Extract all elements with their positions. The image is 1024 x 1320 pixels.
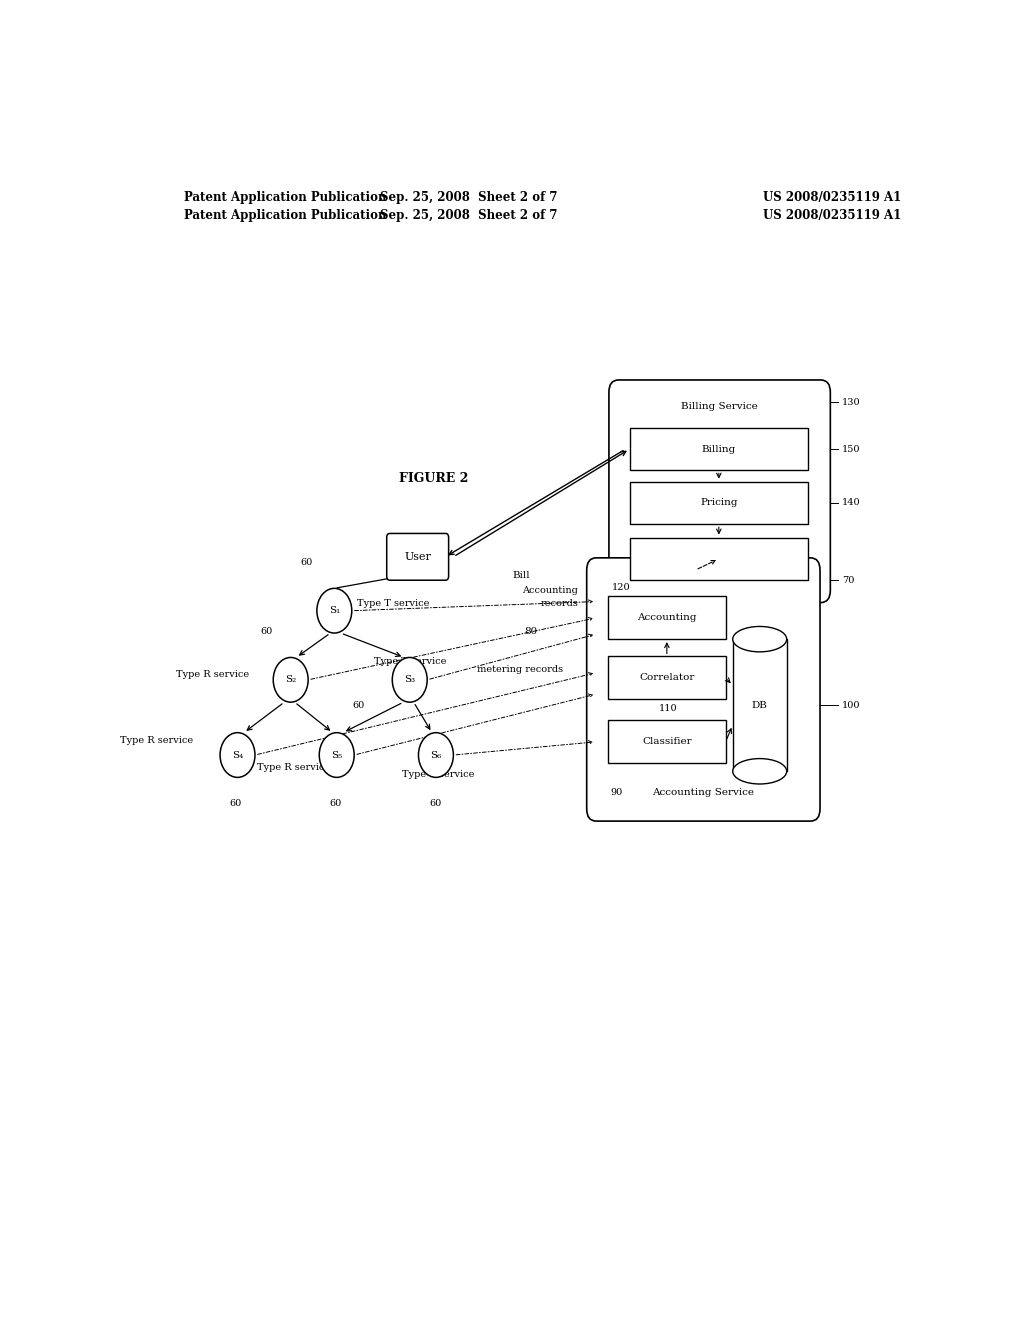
Text: User: User: [404, 552, 431, 562]
Text: S₁: S₁: [329, 606, 340, 615]
Bar: [608, 721, 726, 763]
Text: 150: 150: [842, 445, 861, 454]
Bar: [630, 537, 808, 581]
FancyBboxPatch shape: [587, 558, 820, 821]
Text: 140: 140: [842, 499, 861, 507]
Ellipse shape: [733, 627, 786, 652]
Text: 60: 60: [229, 799, 242, 808]
Text: Classifier: Classifier: [642, 738, 691, 746]
Text: Billing: Billing: [701, 445, 736, 454]
Text: S₅: S₅: [331, 751, 342, 759]
Ellipse shape: [733, 759, 786, 784]
Bar: [630, 482, 808, 524]
Text: 110: 110: [658, 704, 678, 713]
Text: Sep. 25, 2008  Sheet 2 of 7: Sep. 25, 2008 Sheet 2 of 7: [381, 190, 558, 203]
Circle shape: [220, 733, 255, 777]
Text: Bill: Bill: [513, 570, 530, 579]
Text: 90: 90: [610, 788, 623, 797]
Text: S₂: S₂: [285, 676, 296, 684]
Circle shape: [392, 657, 427, 702]
Text: DB: DB: [752, 701, 768, 710]
Bar: [733, 639, 786, 771]
Text: S₃: S₃: [404, 676, 416, 684]
Text: Type R service: Type R service: [257, 763, 330, 772]
Text: Accounting: Accounting: [522, 586, 578, 595]
Text: 60: 60: [330, 799, 342, 808]
FancyBboxPatch shape: [387, 533, 449, 581]
Text: Type R service: Type R service: [175, 671, 249, 680]
Text: records: records: [540, 599, 578, 609]
Text: 130: 130: [842, 397, 861, 407]
Text: US 2008/0235119 A1: US 2008/0235119 A1: [763, 190, 901, 203]
Text: Billing Service: Billing Service: [681, 403, 758, 412]
Text: Accounting: Accounting: [637, 614, 696, 622]
Bar: [608, 656, 726, 700]
Text: Type T service: Type T service: [374, 657, 446, 667]
Bar: [608, 597, 726, 639]
Text: Accounting Service: Accounting Service: [652, 788, 755, 797]
Text: Pricing: Pricing: [700, 499, 737, 507]
Text: 120: 120: [612, 583, 631, 591]
Text: Patent Application Publication: Patent Application Publication: [183, 209, 386, 222]
Circle shape: [316, 589, 352, 634]
Text: 100: 100: [842, 701, 861, 710]
Text: FIGURE 2: FIGURE 2: [399, 473, 468, 484]
Text: Correlator: Correlator: [639, 673, 694, 682]
Text: 60: 60: [352, 701, 365, 710]
Text: Patent Application Publication: Patent Application Publication: [183, 190, 386, 203]
Text: Sep. 25, 2008  Sheet 2 of 7: Sep. 25, 2008 Sheet 2 of 7: [381, 209, 558, 222]
Text: 60: 60: [261, 627, 273, 636]
Text: 70: 70: [842, 576, 855, 585]
Bar: [630, 428, 808, 470]
Circle shape: [319, 733, 354, 777]
Circle shape: [273, 657, 308, 702]
Text: US 2008/0235119 A1: US 2008/0235119 A1: [763, 209, 901, 222]
Text: 60: 60: [300, 558, 312, 568]
Text: Type T service: Type T service: [356, 599, 429, 609]
Text: Type T service: Type T service: [401, 771, 474, 779]
Text: metering records: metering records: [477, 665, 563, 675]
Text: 60: 60: [429, 799, 441, 808]
Text: 80: 80: [524, 627, 538, 635]
Text: S₄: S₄: [231, 751, 243, 759]
Circle shape: [419, 733, 454, 777]
Text: S₆: S₆: [430, 751, 441, 759]
FancyBboxPatch shape: [609, 380, 830, 602]
Text: Type R service: Type R service: [120, 737, 194, 746]
